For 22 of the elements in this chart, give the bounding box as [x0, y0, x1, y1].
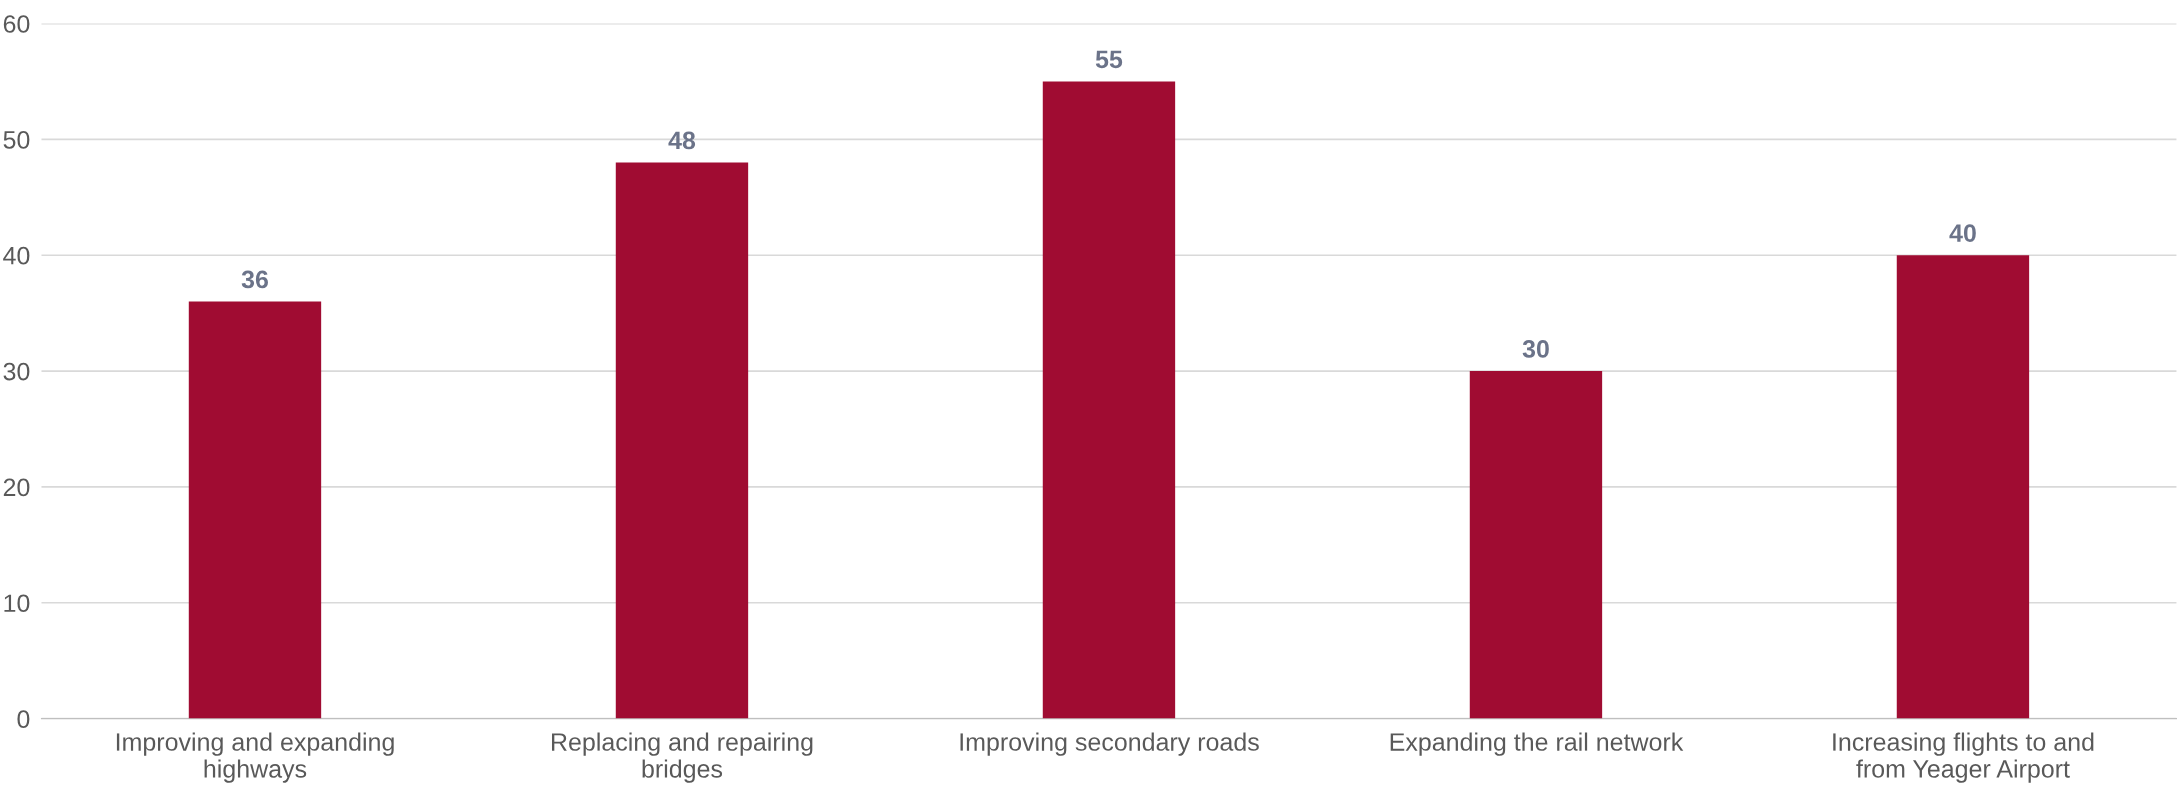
bar	[1042, 81, 1176, 719]
y-tick-label: 20	[3, 478, 30, 497]
x-tick-label: Expanding the rail network	[1390, 732, 1684, 756]
bar	[615, 162, 749, 719]
y-tick-label: 60	[3, 15, 30, 33]
y-tick-label: 10	[4, 594, 30, 613]
x-tick-label: Improving secondary roads	[960, 732, 1259, 756]
data-label: 40	[1949, 224, 1976, 242]
bar	[1469, 371, 1603, 719]
data-label: 55	[1095, 50, 1123, 69]
data-label: 30	[1522, 340, 1549, 358]
y-tick-label: 30	[3, 362, 30, 381]
y-tick-label: 0	[17, 710, 30, 728]
bar	[1896, 255, 2030, 719]
x-tick-label: Improving and expanding highways	[116, 732, 394, 783]
bar	[188, 301, 322, 719]
x-tick-label: Replacing and repairing bridges	[552, 732, 813, 783]
y-tick-label: 50	[3, 130, 30, 149]
data-label: 36	[241, 270, 268, 289]
x-tick-label: Increasing flights to and from Yeager Airport	[1833, 732, 2094, 783]
y-tick-label: 40	[3, 246, 30, 265]
data-label: 48	[668, 131, 696, 150]
